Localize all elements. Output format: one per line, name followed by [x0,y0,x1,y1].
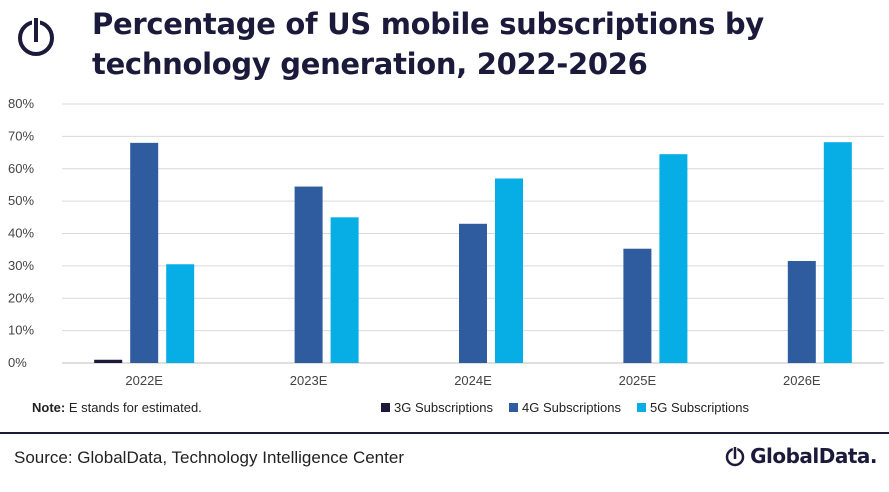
brand: GlobalData. [724,444,877,468]
y-tick-label: 70% [8,128,34,143]
legend-label-5g: 5G Subscriptions [650,400,749,415]
x-tick-label: 2023E [290,373,328,388]
legend-swatch-5g [637,403,646,412]
y-tick-label: 20% [8,290,34,305]
y-tick-label: 0% [8,355,27,370]
bar-3g [94,360,122,363]
x-tick-label: 2022E [125,373,163,388]
legend-item-3g: 3G Subscriptions [381,400,493,415]
bar-4g [623,249,651,363]
source-text: Source: GlobalData, Technology Intellige… [14,448,404,468]
globaldata-brand-icon [724,444,746,468]
y-tick-label: 40% [8,226,34,241]
y-tick-label: 80% [8,96,34,111]
note-label: Note: [32,400,65,415]
bar-5g [166,264,194,363]
legend-item-5g: 5G Subscriptions [637,400,749,415]
x-tick-label: 2024E [454,373,492,388]
bar-5g [824,142,852,363]
bar-4g [459,224,487,363]
y-tick-label: 60% [8,161,34,176]
bar-4g [295,187,323,363]
brand-name: GlobalData. [750,444,877,468]
note: Note: E stands for estimated. [32,400,202,415]
bar-5g [495,178,523,363]
bar-chart: 0% 10% 20% 30% 40% 50% 60% 70% 80% 2022E 2023E 2024… [0,0,889,400]
footer-divider [0,432,889,434]
y-tick-label: 10% [8,323,34,338]
x-tick-label: 2025E [619,373,657,388]
legend-swatch-3g [381,403,390,412]
legend-label-3g: 3G Subscriptions [394,400,493,415]
legend: 3G Subscriptions 4G Subscriptions 5G Sub… [381,400,765,415]
bar-4g [788,261,816,363]
legend-swatch-4g [509,403,518,412]
y-tick-label: 50% [8,193,34,208]
y-tick-label: 30% [8,258,34,273]
bar-5g [659,154,687,363]
note-text: E stands for estimated. [65,400,202,415]
x-tick-label: 2026E [783,373,821,388]
legend-item-4g: 4G Subscriptions [509,400,621,415]
bar-4g [130,143,158,363]
bar-5g [331,217,359,363]
legend-label-4g: 4G Subscriptions [522,400,621,415]
